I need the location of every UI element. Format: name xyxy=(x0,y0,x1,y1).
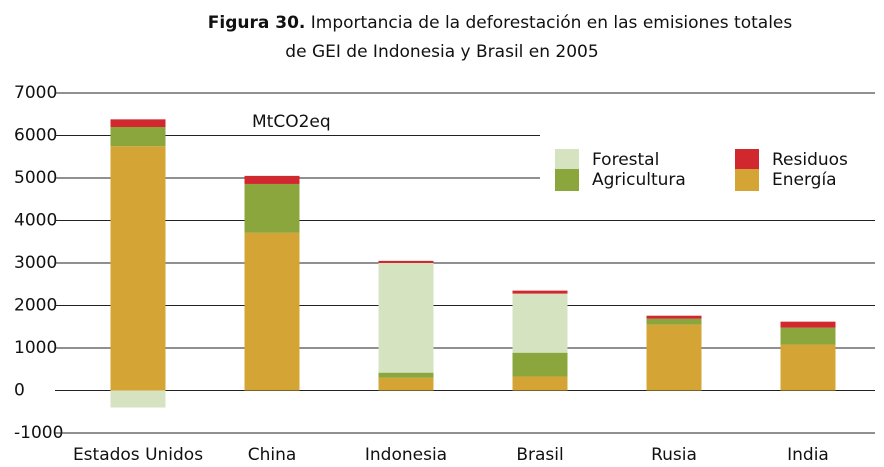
y-tick-label: 5000 xyxy=(14,168,57,188)
bar-segment xyxy=(110,127,166,147)
x-tick-label: Rusia xyxy=(651,445,697,465)
legend-label: Agricultura xyxy=(592,170,686,190)
bar-segment xyxy=(110,390,166,408)
legend-swatch xyxy=(555,169,579,191)
x-tick-label: Indonesia xyxy=(365,445,447,465)
bar-segment xyxy=(244,175,300,184)
bar-segment xyxy=(780,344,836,391)
legend-background xyxy=(540,112,875,202)
x-tick-label: Estados Unidos xyxy=(73,445,203,465)
bar-segment xyxy=(512,376,568,391)
bar-segment xyxy=(646,315,702,319)
bar-segment xyxy=(646,318,702,325)
legend-label: Residuos xyxy=(772,150,848,170)
x-tick-label: Brasil xyxy=(516,445,563,465)
x-tick-label: China xyxy=(248,445,297,465)
chart-title: de GEI de Indonesia y Brasil en 2005 xyxy=(285,42,598,62)
bar-segment xyxy=(780,327,836,345)
bar-segment xyxy=(110,119,166,127)
chart-title: Figura 30. Importancia de la deforestaci… xyxy=(208,13,793,33)
y-tick-label: 2000 xyxy=(14,296,57,316)
legend-label: Forestal xyxy=(592,150,659,170)
bar-segment xyxy=(244,183,300,233)
legend-label: Energía xyxy=(772,170,837,190)
title-label: Figura 30. xyxy=(208,13,306,33)
unit-label: MtCO2eq xyxy=(252,112,331,132)
bar-segment xyxy=(244,232,300,391)
title-line: Importancia de la deforestación en las e… xyxy=(311,13,793,33)
bar-segment xyxy=(646,324,702,391)
y-tick-label: 4000 xyxy=(14,211,57,231)
x-tick-label: India xyxy=(787,445,829,465)
bar-segment xyxy=(512,352,568,377)
y-tick-label: 1000 xyxy=(14,338,57,358)
y-tick-label: 7000 xyxy=(14,83,57,103)
legend-swatch xyxy=(735,169,759,191)
legend-swatch xyxy=(735,149,759,171)
bar-segment xyxy=(780,321,836,328)
bar-segment xyxy=(378,263,434,373)
bar-segment xyxy=(512,290,568,294)
y-tick-label: -1000 xyxy=(14,423,63,443)
y-tick-label: 0 xyxy=(14,381,25,401)
bar-segment xyxy=(512,293,568,353)
bar-segment xyxy=(378,372,434,378)
y-tick-label: 6000 xyxy=(14,126,57,146)
legend-swatch xyxy=(555,149,579,171)
bar-segment xyxy=(110,146,166,391)
bar-segment xyxy=(378,377,434,391)
bar-segment xyxy=(378,260,434,263)
y-tick-label: 3000 xyxy=(14,253,57,273)
